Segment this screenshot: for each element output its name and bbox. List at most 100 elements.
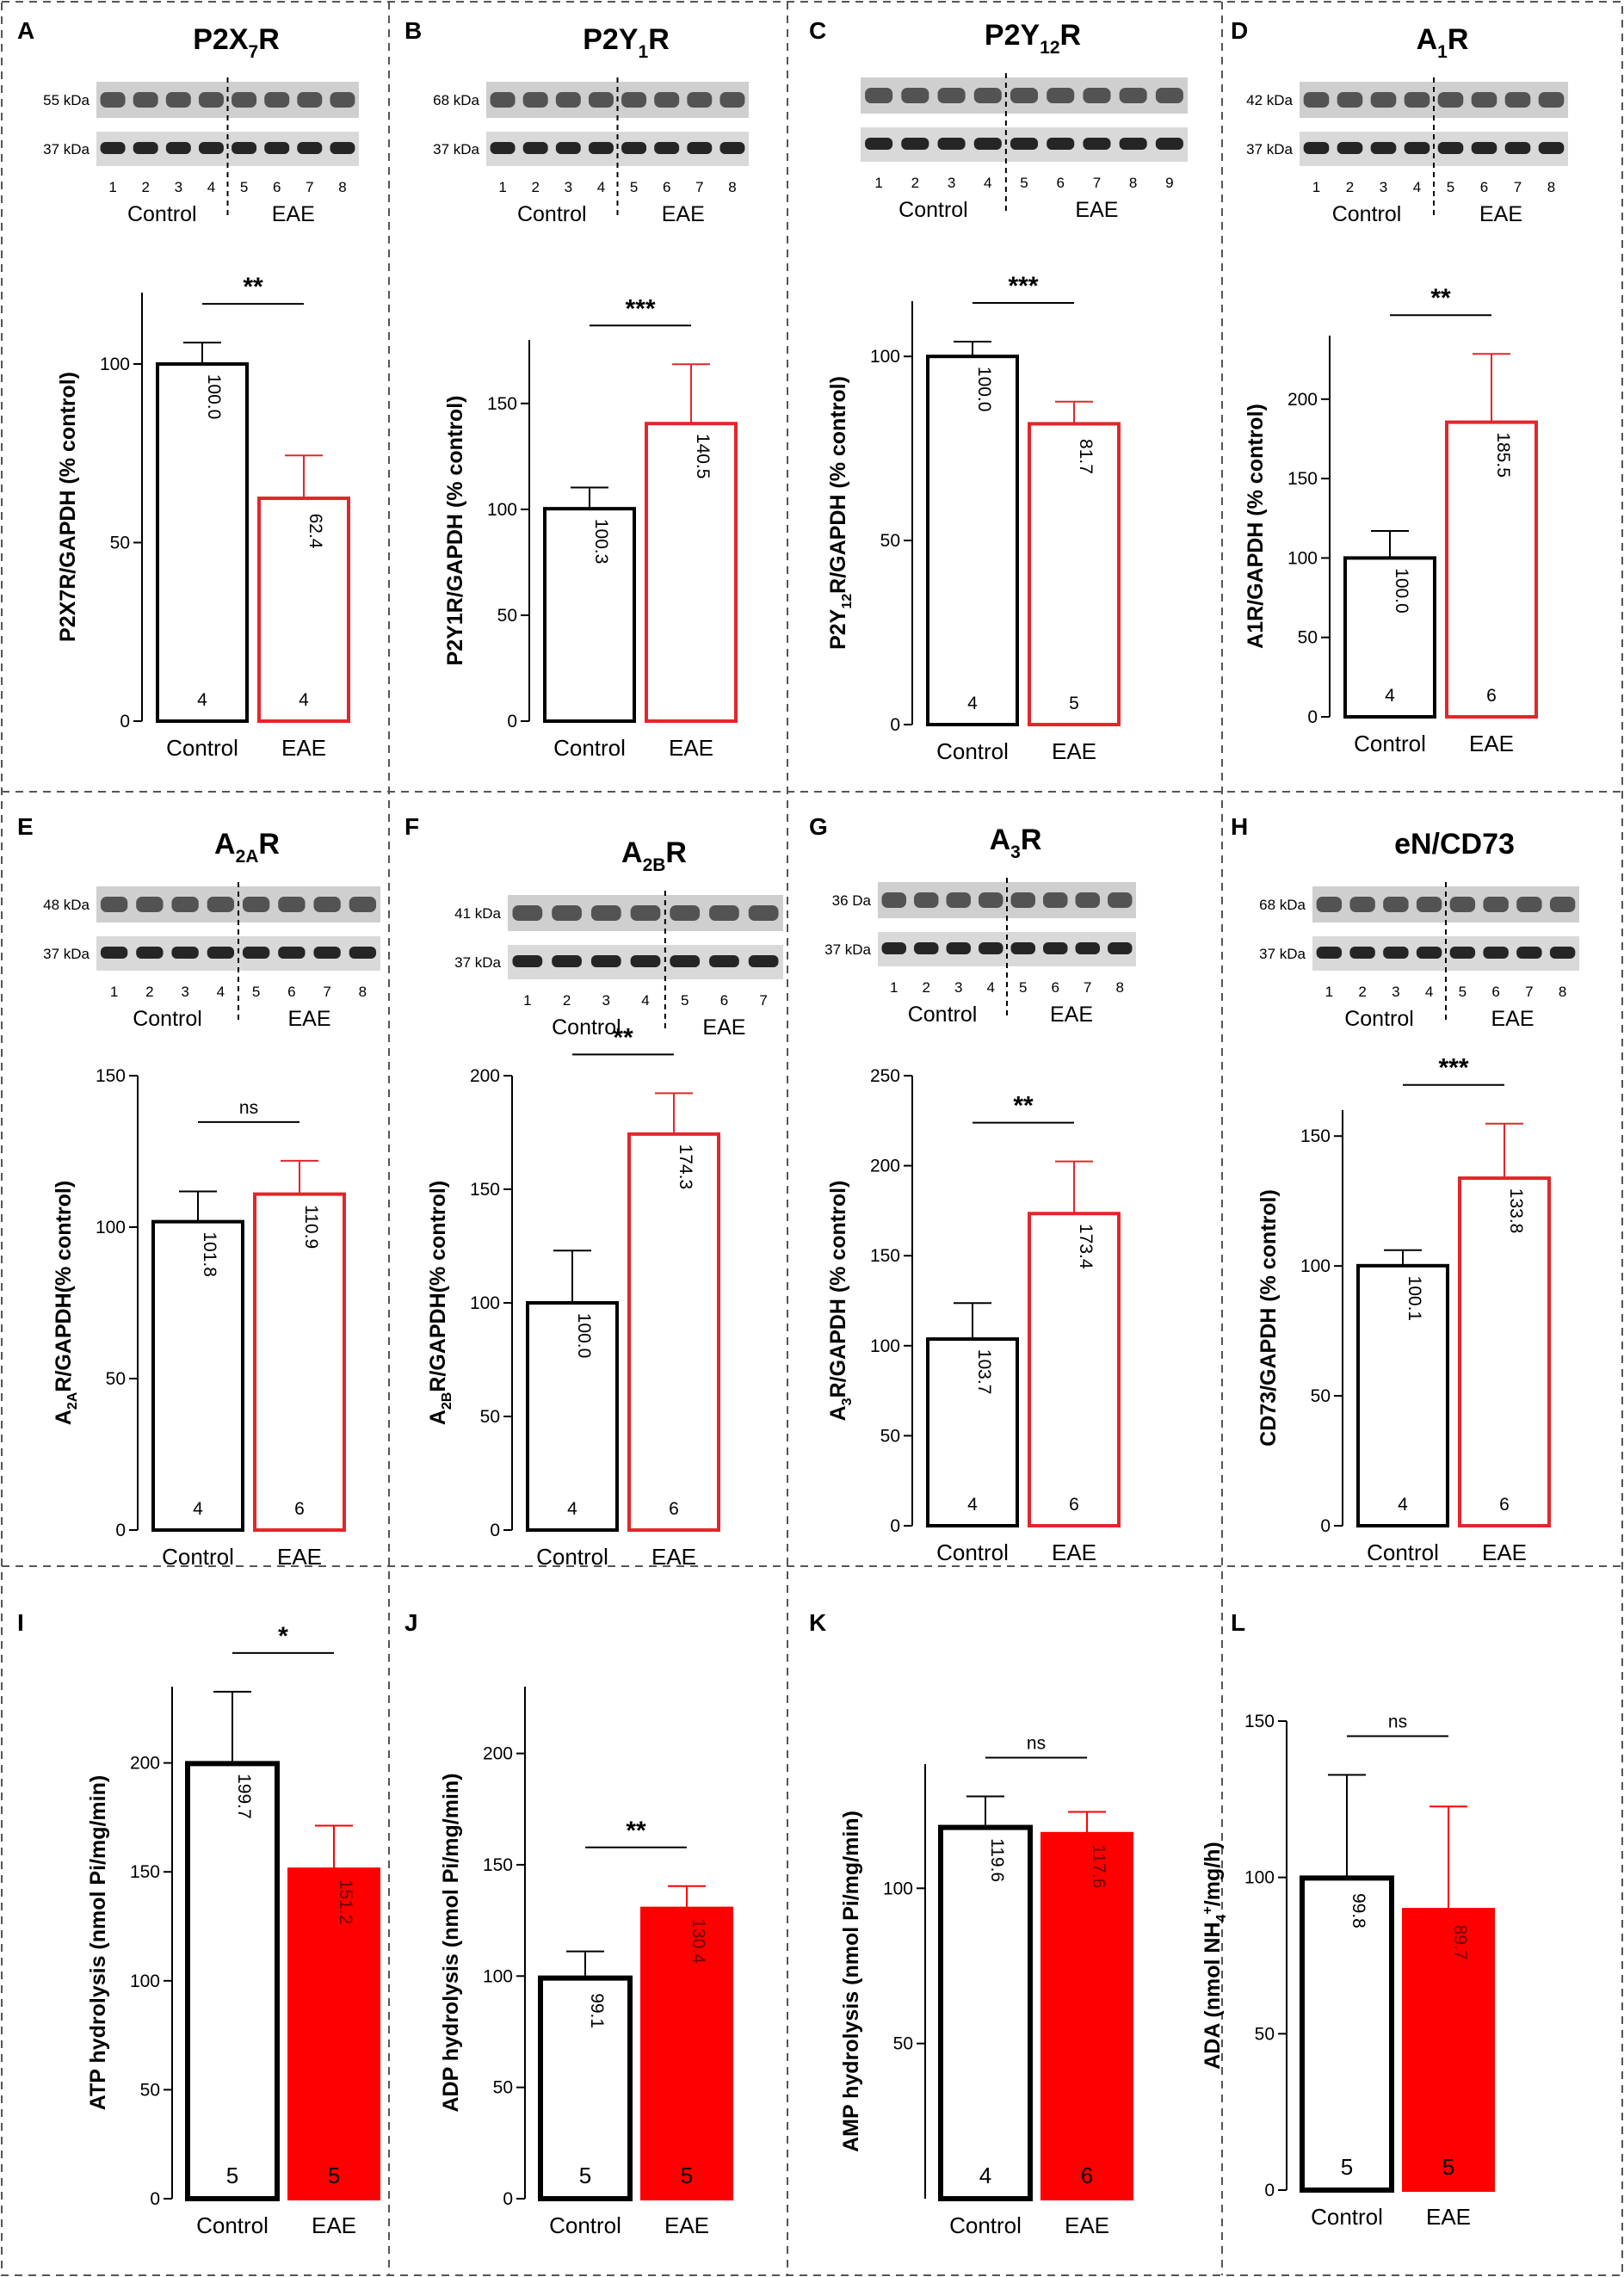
y-tick-label: 0 xyxy=(890,715,900,735)
blot-band-gapdh xyxy=(1349,947,1375,959)
blot-band-target xyxy=(133,92,158,108)
text-main: A xyxy=(826,1405,850,1421)
significance-label: ns xyxy=(1388,1712,1407,1731)
bar-eae xyxy=(257,497,350,723)
blot-band-target xyxy=(1370,92,1397,108)
lane-number: 3 xyxy=(948,175,955,191)
lane-number: 7 xyxy=(323,984,330,1000)
lane-number: 4 xyxy=(1425,984,1433,1000)
blot-band-target xyxy=(1316,897,1343,912)
bar-control xyxy=(1300,1875,1394,2193)
lane-number: 8 xyxy=(1559,984,1566,1000)
lane-number: 4 xyxy=(1413,179,1421,195)
text-subscript: 2B xyxy=(643,855,666,875)
blot-band-target xyxy=(630,905,661,921)
panel-letter: H xyxy=(1231,813,1248,840)
significance-label: ** xyxy=(1013,1092,1034,1120)
blot-band-target xyxy=(709,905,739,921)
blot-band-target xyxy=(1504,92,1531,108)
x-category-label: Control xyxy=(162,1544,234,1570)
mw-label-lower: 37 kDa xyxy=(43,141,90,157)
lane-number: 5 xyxy=(1020,175,1028,191)
lane-number: 5 xyxy=(681,992,689,1009)
panel-letter: K xyxy=(809,1609,826,1636)
blot-band-target xyxy=(914,892,939,908)
bar-eae xyxy=(1445,420,1538,719)
blot-eae-label: EAE xyxy=(272,202,315,226)
blot-band-gapdh xyxy=(630,955,661,967)
bar-control xyxy=(151,1219,244,1532)
lane-number: 2 xyxy=(1346,179,1354,195)
blot-band-target xyxy=(1119,88,1147,103)
text-main: eN/CD73 xyxy=(1394,828,1515,861)
x-category-label: EAE xyxy=(1052,1540,1096,1565)
blot-eae-label: EAE xyxy=(1075,198,1118,222)
x-category-label: Control xyxy=(1311,2204,1383,2230)
x-category-label: Control xyxy=(936,738,1009,764)
lane-number: 1 xyxy=(1312,179,1320,195)
y-tick-label: 50 xyxy=(110,534,130,553)
significance-label: *** xyxy=(625,294,655,323)
blot-band-target xyxy=(512,905,543,921)
blot-band-gapdh xyxy=(937,138,966,150)
blot-band-gapdh xyxy=(670,955,701,967)
y-tick-label: 0 xyxy=(150,2189,160,2209)
text-main: P2Y xyxy=(985,19,1040,52)
n-label: 5 xyxy=(681,2163,693,2188)
significance-label: * xyxy=(278,1622,288,1651)
n-label: 4 xyxy=(567,1499,577,1519)
blot-band-target xyxy=(207,897,235,912)
y-tick-label: 150 xyxy=(470,1180,500,1200)
bar-control xyxy=(526,1301,619,1532)
bar-control xyxy=(543,507,636,724)
bar-value-label: 199.7 xyxy=(234,1774,254,1819)
lane-number: 3 xyxy=(181,984,188,1000)
bar-value-label: 185.5 xyxy=(1493,432,1513,478)
lane-number: 3 xyxy=(602,992,610,1009)
blot-band-gapdh xyxy=(278,947,306,959)
blot-band-gapdh xyxy=(1316,947,1343,959)
blot-band-gapdh xyxy=(1337,142,1363,154)
y-tick-label: 150 xyxy=(483,1855,513,1875)
y-tick-label: 50 xyxy=(880,531,900,551)
n-label: 4 xyxy=(197,690,207,710)
blot-band-target xyxy=(330,92,355,108)
y-tick-label: 0 xyxy=(120,712,130,731)
y-tick-label: 50 xyxy=(480,1407,500,1427)
y-tick-label: 50 xyxy=(893,2034,913,2054)
y-axis-label: ADP hydrolysis (nmol Pi/mg/min) xyxy=(439,1773,463,2112)
text-subscript: 3 xyxy=(840,1398,855,1405)
y-axis-label: P2Y12R/GAPDH (% control) xyxy=(826,376,855,650)
text-main: R xyxy=(258,828,280,861)
mw-label-lower: 37 kDa xyxy=(1246,141,1293,157)
text-main: R/GAPDH(% control) xyxy=(52,1181,76,1392)
significance-label: *** xyxy=(1008,272,1038,300)
blot-control-label: Control xyxy=(133,1007,202,1031)
bar-value-label: 100.0 xyxy=(1392,568,1411,614)
n-label: 5 xyxy=(1442,2154,1454,2180)
lane-number: 2 xyxy=(563,992,571,1009)
n-label: 5 xyxy=(579,2163,591,2188)
lane-number: 7 xyxy=(759,992,767,1009)
lane-number: 2 xyxy=(1358,984,1366,1000)
mw-label-upper: 68 kDa xyxy=(433,92,479,108)
blot-band-gapdh xyxy=(914,942,939,954)
blot-band-gapdh xyxy=(232,142,257,154)
blot-band-target xyxy=(881,892,906,908)
bar-value-label: 117.6 xyxy=(1089,1844,1108,1888)
significance-label: ns xyxy=(239,1098,258,1118)
y-tick-label: 0 xyxy=(490,1521,500,1540)
blot-band-gapdh xyxy=(1010,942,1035,954)
text-main: R xyxy=(1060,19,1082,52)
n-label: 5 xyxy=(1069,694,1079,713)
y-axis-label: P2Y1R/GAPDH (% control) xyxy=(443,396,467,666)
blot-eae-label: EAE xyxy=(702,1015,745,1040)
bar-eae xyxy=(1028,1212,1121,1527)
blot-band-target xyxy=(973,88,1002,103)
significance-label: ** xyxy=(243,273,263,301)
text-main: A xyxy=(621,836,643,869)
mw-label-upper: 55 kDa xyxy=(43,92,90,108)
text-main: ATP hydrolysis (nmol Pi/mg/min) xyxy=(86,1775,110,2110)
lane-number: 8 xyxy=(338,179,346,195)
